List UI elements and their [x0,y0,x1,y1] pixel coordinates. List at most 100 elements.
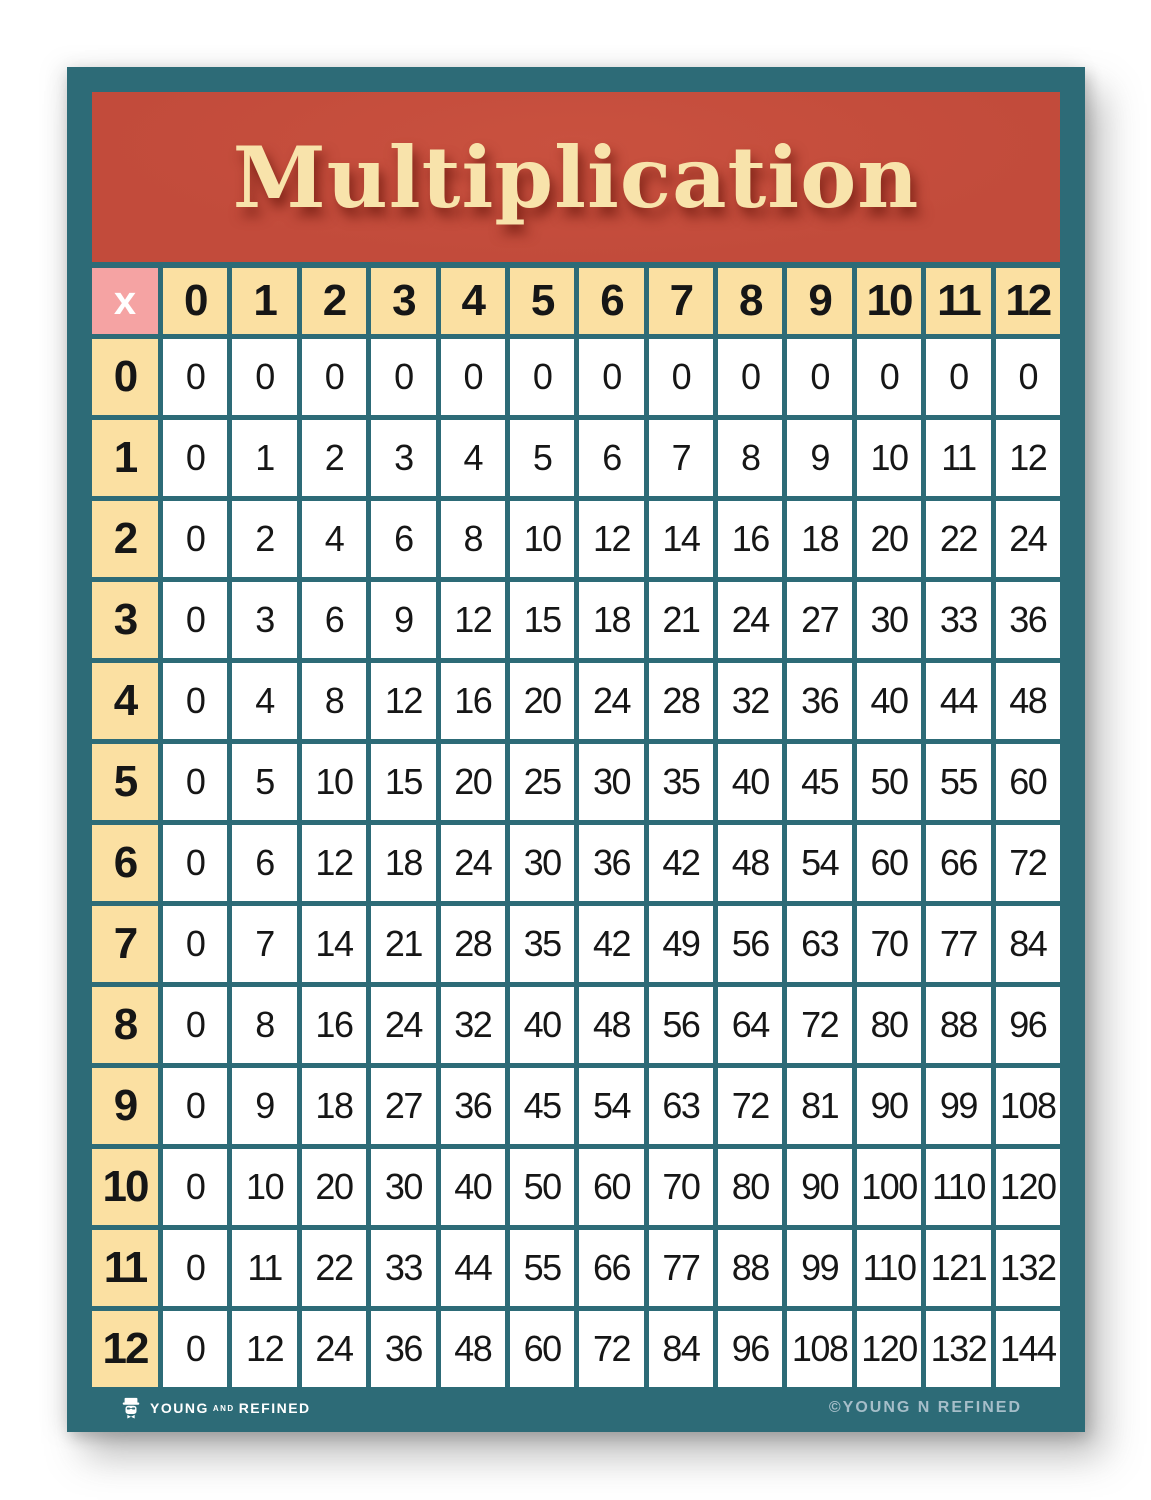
product-cell: 56 [648,987,714,1063]
product-cell: 6 [232,825,297,901]
product-cell: 80 [856,987,922,1063]
product-cell: 0 [163,1311,228,1387]
column-header-cell: 0 [163,268,228,334]
row-header-cell: 4 [92,663,158,739]
product-cell: 84 [648,1311,714,1387]
product-cell: 0 [163,987,228,1063]
product-cell: 7 [648,420,714,496]
product-cell: 27 [787,582,852,658]
product-cell: 0 [163,1068,228,1144]
product-cell: 24 [579,663,644,739]
product-cell: 90 [856,1068,922,1144]
poster-footer: YOUNG AND REFINED ©YOUNG N REFINED [92,1387,1060,1432]
product-cell: 99 [926,1068,991,1144]
product-cell: 99 [787,1230,852,1306]
product-cell: 64 [718,987,783,1063]
product-cell: 8 [232,987,297,1063]
column-header-cell: 2 [301,268,367,334]
product-cell: 27 [371,1068,436,1144]
product-cell: 48 [440,1311,505,1387]
row-header-cell: 5 [92,744,158,820]
product-cell: 10 [509,501,575,577]
brand-logo: YOUNG AND REFINED [120,1397,311,1419]
product-cell: 30 [509,825,575,901]
product-cell: 0 [371,339,436,415]
product-cell: 15 [371,744,436,820]
product-cell: 44 [926,663,991,739]
product-cell: 15 [509,582,575,658]
product-cell: 0 [648,339,714,415]
title-banner: Multiplication [92,92,1060,262]
product-cell: 36 [787,663,852,739]
product-cell: 30 [371,1149,436,1225]
product-cell: 48 [995,663,1060,739]
row-header-cell: 8 [92,987,158,1063]
corner-x-cell: x [92,268,158,334]
product-cell: 54 [787,825,852,901]
product-cell: 32 [440,987,505,1063]
product-cell: 40 [509,987,575,1063]
product-cell: 55 [509,1230,575,1306]
product-cell: 50 [856,744,922,820]
product-cell: 72 [579,1311,644,1387]
row-header-cell: 12 [92,1311,158,1387]
product-cell: 8 [440,501,505,577]
product-cell: 4 [301,501,367,577]
copyright-text: ©YOUNG N REFINED [828,1398,1022,1416]
product-cell: 35 [648,744,714,820]
product-cell: 132 [995,1230,1060,1306]
product-cell: 0 [163,1149,228,1225]
product-cell: 0 [440,339,505,415]
row-header-cell: 0 [92,339,158,415]
product-cell: 42 [579,906,644,982]
column-header-cell: 9 [787,268,852,334]
product-cell: 9 [232,1068,297,1144]
product-cell: 60 [995,744,1060,820]
product-cell: 8 [301,663,367,739]
product-cell: 12 [371,663,436,739]
product-cell: 96 [718,1311,783,1387]
product-cell: 60 [579,1149,644,1225]
product-cell: 45 [787,744,852,820]
product-cell: 90 [787,1149,852,1225]
product-cell: 66 [926,825,991,901]
product-cell: 6 [371,501,436,577]
product-cell: 48 [718,825,783,901]
product-cell: 24 [440,825,505,901]
row-header-cell: 10 [92,1149,158,1225]
product-cell: 25 [509,744,575,820]
product-cell: 72 [995,825,1060,901]
product-cell: 80 [718,1149,783,1225]
product-cell: 66 [579,1230,644,1306]
product-cell: 56 [718,906,783,982]
product-cell: 9 [371,582,436,658]
product-cell: 70 [648,1149,714,1225]
product-cell: 0 [163,825,228,901]
product-cell: 63 [648,1068,714,1144]
product-cell: 55 [926,744,991,820]
multiplication-poster: Multiplication x 0 1 2 3 4 5 6 7 8 9 10 11 12 0 0 0 0 0 0 0 0… [67,67,1085,1432]
product-cell: 2 [232,501,297,577]
column-header-cell: 11 [926,268,991,334]
product-cell: 81 [787,1068,852,1144]
product-cell: 18 [301,1068,367,1144]
product-cell: 22 [926,501,991,577]
product-cell: 14 [648,501,714,577]
product-cell: 0 [163,501,228,577]
product-cell: 8 [718,420,783,496]
product-cell: 0 [232,339,297,415]
product-cell: 50 [509,1149,575,1225]
product-cell: 36 [371,1311,436,1387]
product-cell: 21 [648,582,714,658]
product-cell: 5 [232,744,297,820]
product-cell: 77 [648,1230,714,1306]
product-cell: 60 [509,1311,575,1387]
product-cell: 16 [301,987,367,1063]
column-header-cell: 6 [579,268,644,334]
product-cell: 44 [440,1230,505,1306]
product-cell: 10 [232,1149,297,1225]
product-cell: 20 [440,744,505,820]
product-cell: 28 [440,906,505,982]
product-cell: 0 [163,1230,228,1306]
product-cell: 4 [440,420,505,496]
